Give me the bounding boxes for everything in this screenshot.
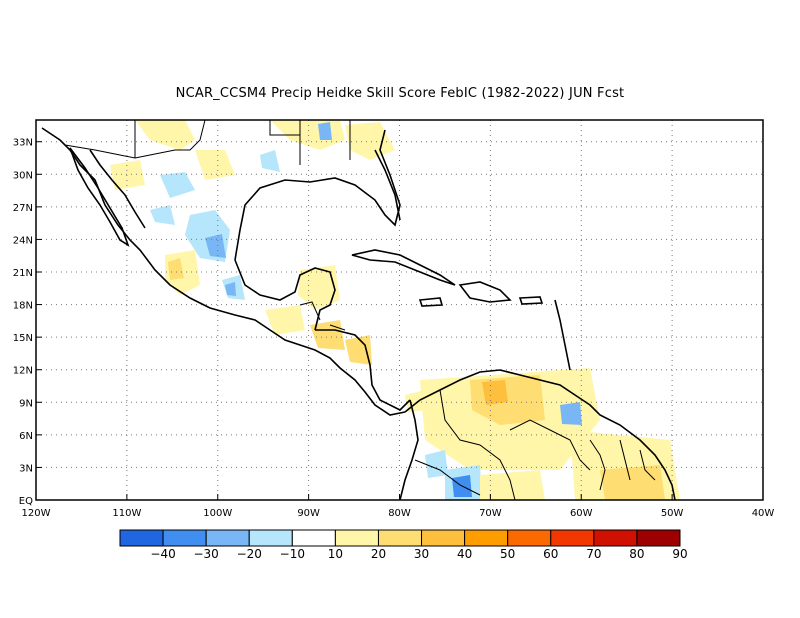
colorbar-label: −40 <box>150 547 175 561</box>
lat-tick-label: 12N <box>13 366 33 377</box>
colorbar-label: −10 <box>280 547 305 561</box>
positive-skill-area <box>195 150 235 180</box>
colorbar-legend: −40 −30 −20 −10 10 20 30 40 50 60 70 80 90 <box>119 529 688 561</box>
positive-skill-area <box>310 320 345 350</box>
negative-skill-area <box>150 205 175 225</box>
lon-tick-label: 100W <box>203 508 232 519</box>
graticule <box>36 120 763 500</box>
colorbar-swatch <box>119 529 164 547</box>
colorbar-swatch <box>162 529 207 547</box>
colorbar-swatch <box>248 529 293 547</box>
coastlines <box>41 127 676 500</box>
positive-skill-area <box>482 380 508 405</box>
lat-tick-label: 24N <box>13 235 33 246</box>
colorbar-swatch <box>291 529 336 547</box>
lon-tick-label: 50W <box>661 508 684 519</box>
positive-skill-area <box>168 258 184 280</box>
lon-tick-label: 120W <box>22 508 51 519</box>
lat-tick-label: 21N <box>13 268 33 279</box>
negative-skill-area <box>560 402 582 425</box>
longitude-axis: 120W 110W 100W 90W 80W 70W 60W 50W 40W <box>22 494 775 519</box>
colorbar-label: 50 <box>500 547 515 561</box>
positive-skill-area <box>265 305 305 335</box>
colorbar-label: 10 <box>328 547 343 561</box>
lat-tick-label: 15N <box>13 333 33 344</box>
skill-score-shading <box>110 120 680 500</box>
colorbar-label: 60 <box>543 547 558 561</box>
negative-skill-area <box>205 234 226 258</box>
positive-skill-area <box>480 470 545 500</box>
negative-skill-area <box>318 122 332 140</box>
negative-skill-area <box>425 450 448 478</box>
colorbar-label: 40 <box>457 547 472 561</box>
colorbar-swatch <box>550 529 595 547</box>
lat-tick-label: 27N <box>13 203 33 214</box>
negative-skill-area <box>160 172 195 198</box>
colorbar-label: −30 <box>193 547 218 561</box>
lat-tick-label: 18N <box>13 301 33 312</box>
positive-skill-area <box>135 120 195 150</box>
colorbar-label: 30 <box>414 547 429 561</box>
colorbar-swatch <box>464 529 509 547</box>
colorbar-swatch <box>421 529 466 547</box>
colorbar-swatch <box>507 529 552 547</box>
lat-tick-label: 6N <box>19 431 33 442</box>
positive-skill-area <box>600 465 665 500</box>
lon-tick-label: 70W <box>479 508 502 519</box>
country-borders <box>64 120 656 500</box>
lon-tick-label: 90W <box>297 508 320 519</box>
colorbar-label: 20 <box>371 547 386 561</box>
positive-skill-area <box>298 265 340 310</box>
lon-tick-label: 40W <box>752 508 775 519</box>
lon-tick-label: 110W <box>112 508 141 519</box>
lat-tick-label: 3N <box>19 463 33 474</box>
colorbar-swatch <box>205 529 250 547</box>
lon-tick-label: 60W <box>570 508 593 519</box>
lat-tick-label: 30N <box>13 170 33 181</box>
chart-title: NCAR_CCSM4 Precip Heidke Skill Score Feb… <box>175 86 625 101</box>
colorbar-swatch <box>593 529 638 547</box>
colorbar-label: 90 <box>672 547 687 561</box>
colorbar-label: 80 <box>629 547 644 561</box>
colorbar-swatch <box>636 529 681 547</box>
positive-skill-area <box>345 335 372 365</box>
positive-skill-area <box>345 122 395 160</box>
lat-tick-label: EQ <box>19 496 33 507</box>
colorbar-label: −20 <box>237 547 262 561</box>
lon-tick-label: 80W <box>388 508 411 519</box>
positive-skill-area <box>110 160 145 190</box>
colorbar-swatch <box>377 529 423 547</box>
negative-skill-area <box>260 150 280 172</box>
lat-tick-label: 33N <box>13 138 33 149</box>
colorbar-label: 70 <box>586 547 601 561</box>
colorbar-swatch <box>334 529 379 547</box>
negative-skill-area <box>225 282 236 296</box>
lat-tick-label: 9N <box>19 398 33 409</box>
latitude-axis: EQ 3N 6N 9N 12N 15N 18N 21N 24N 27N 30N 33N <box>13 138 42 507</box>
